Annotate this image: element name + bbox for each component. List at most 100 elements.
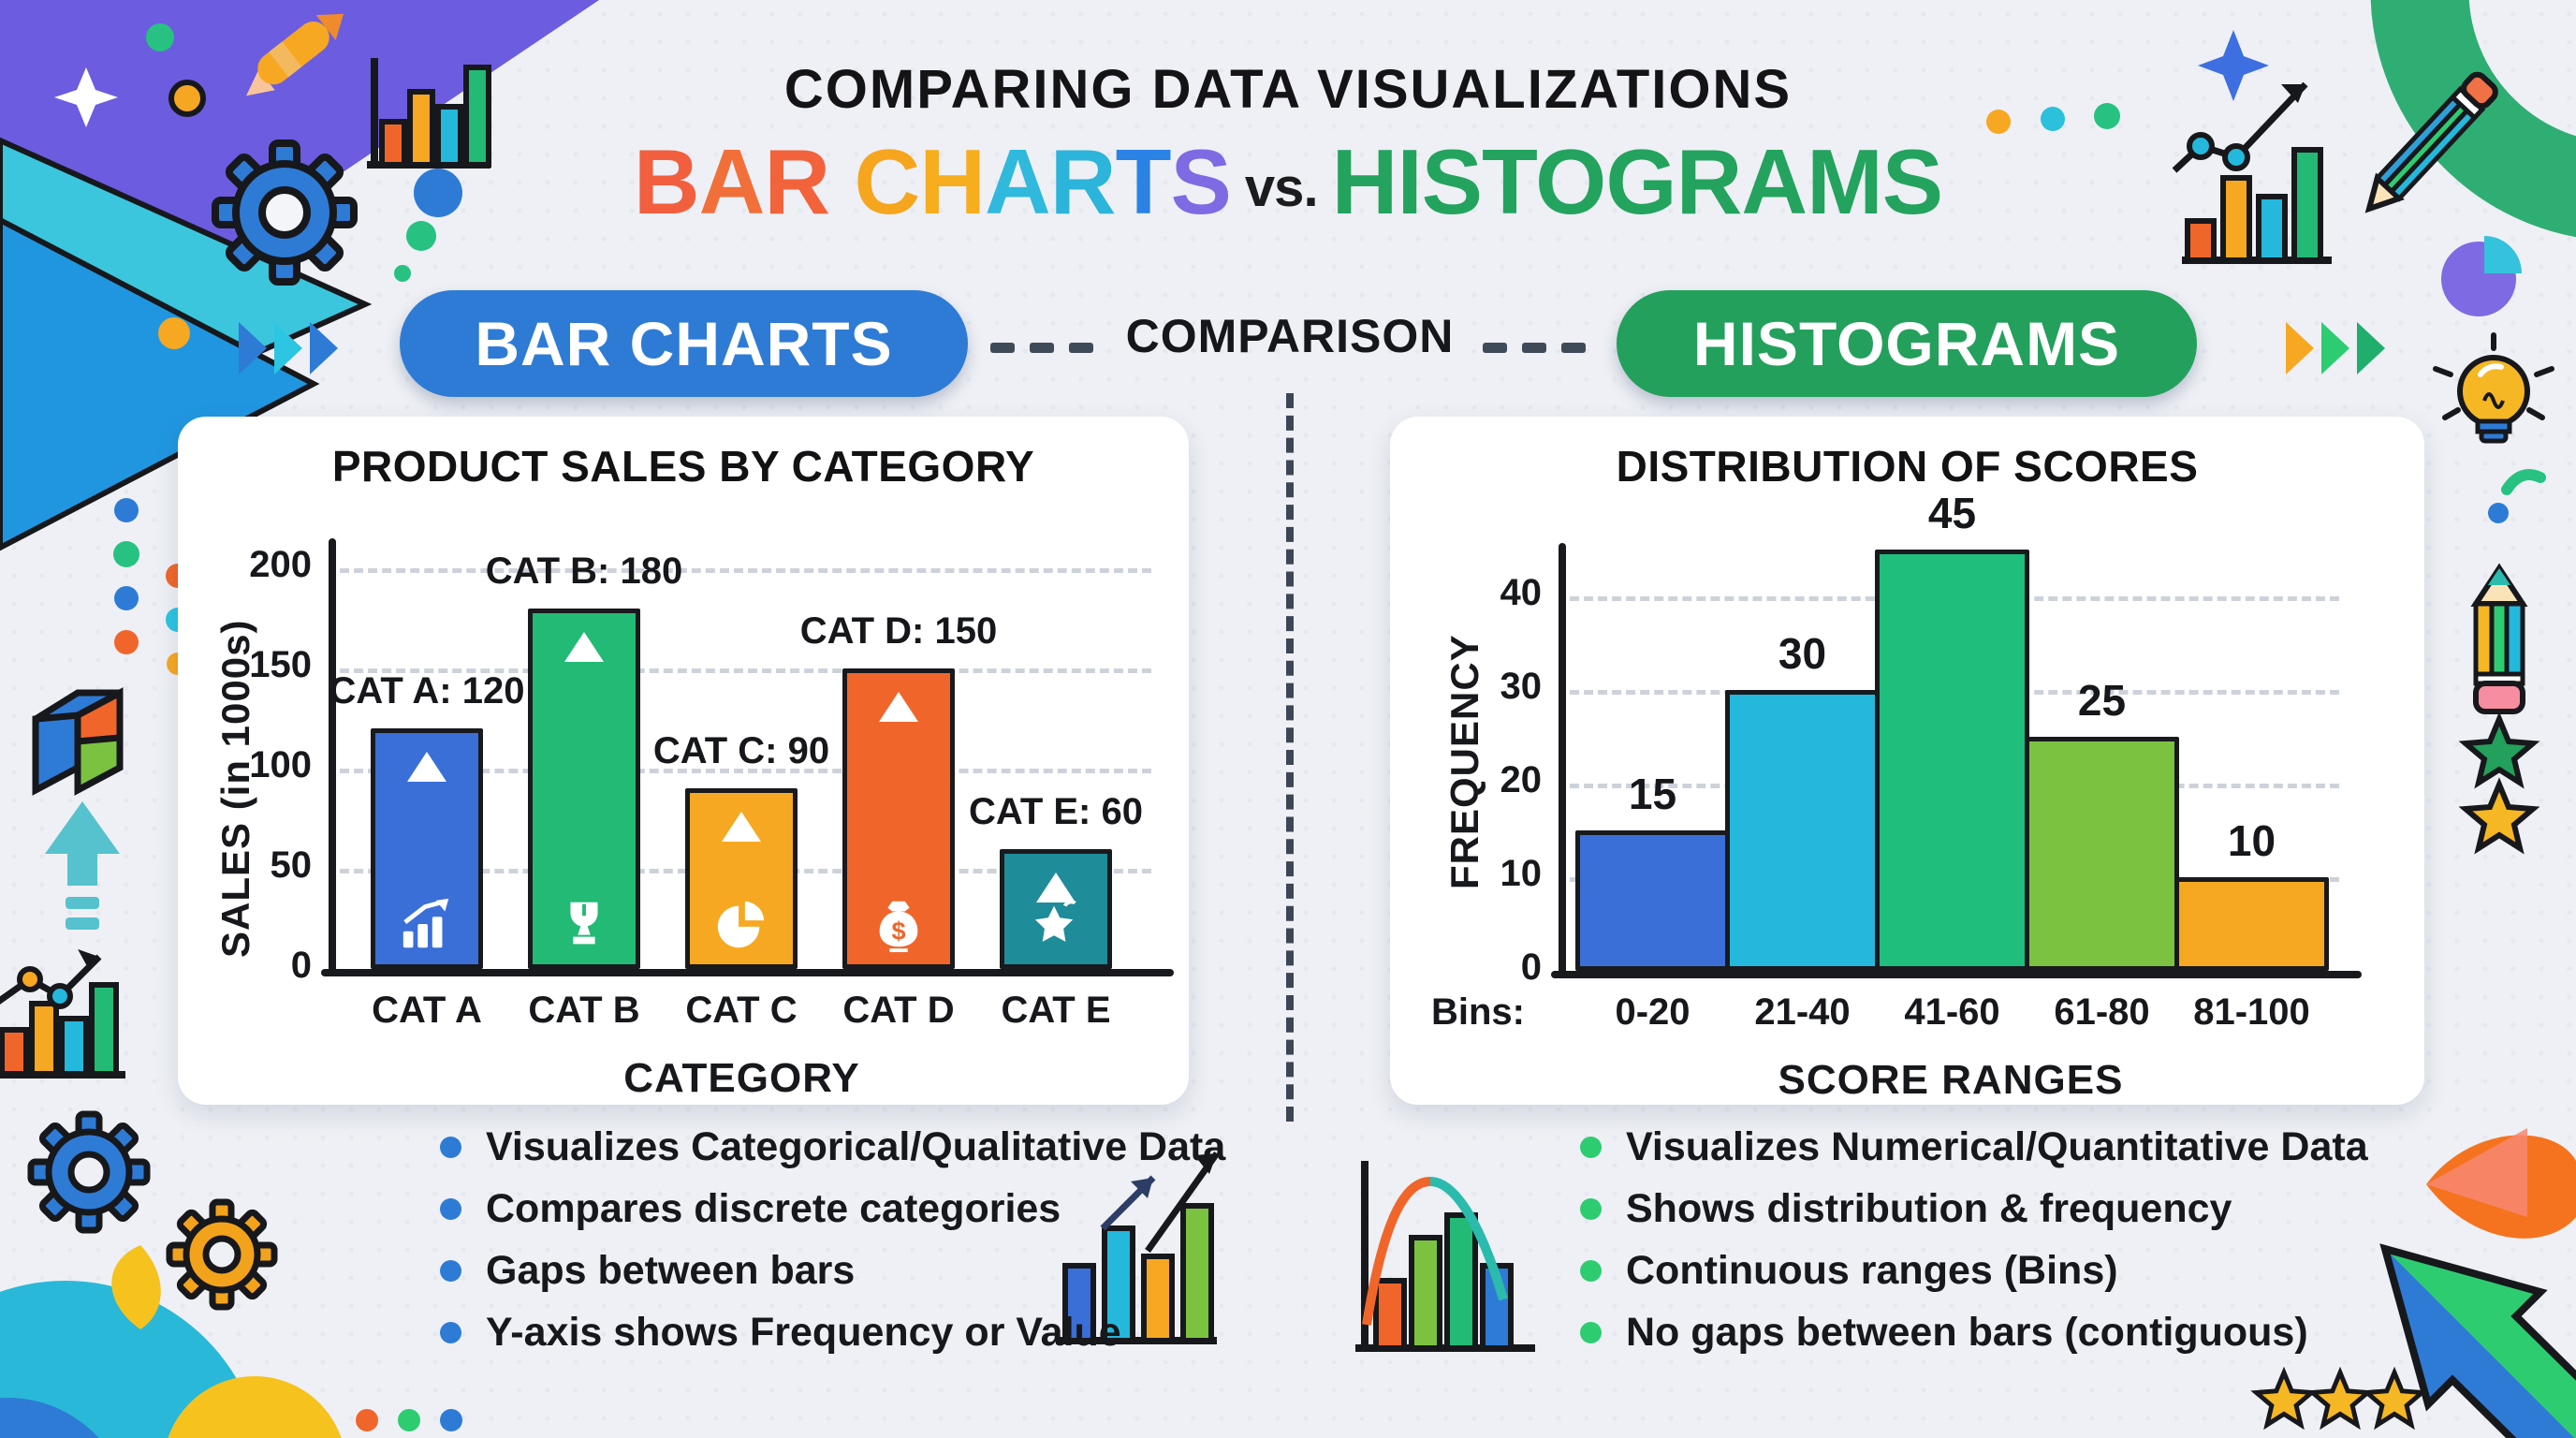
data-bar bbox=[528, 609, 640, 969]
pie-chart-icon bbox=[2441, 236, 2522, 316]
trophy-icon bbox=[555, 895, 613, 953]
star-icon bbox=[2250, 1366, 2318, 1431]
bullet-text: Visualizes Categorical/Qualitative Data bbox=[486, 1123, 1226, 1169]
trend-chart-icon bbox=[2172, 81, 2332, 264]
list-item: No gaps between bars (contiguous) bbox=[1580, 1301, 2576, 1363]
dashed-connector bbox=[990, 343, 1093, 353]
x-axis-title: CATEGORY bbox=[623, 1055, 860, 1101]
x-tick-label: 21-40 bbox=[1754, 991, 1851, 1033]
data-bar: $ bbox=[842, 668, 955, 969]
title-segment: C bbox=[854, 130, 920, 233]
bullet-text: Y-axis shows Frequency or Value bbox=[486, 1309, 1121, 1355]
title-segment: R bbox=[1049, 130, 1117, 233]
data-bar bbox=[2025, 737, 2179, 971]
bar-value-label: CAT D: 150 bbox=[799, 610, 998, 652]
gridline bbox=[340, 769, 1151, 773]
x-tick-label: 81-100 bbox=[2193, 991, 2310, 1033]
green-dot bbox=[394, 265, 411, 282]
x-tick-label: CAT C bbox=[685, 990, 798, 1031]
y-tick-label: 100 bbox=[249, 744, 312, 785]
pie-chart-icon bbox=[712, 895, 770, 953]
data-bar bbox=[1575, 830, 1730, 971]
data-bar bbox=[1875, 550, 2029, 971]
sparkle-icon bbox=[2198, 30, 2269, 101]
y-tick-label: 0 bbox=[290, 945, 312, 986]
sparkle-icon bbox=[54, 67, 118, 127]
bar-value-label: CAT E: 60 bbox=[969, 791, 1143, 832]
yellow-blob bbox=[168, 1376, 342, 1438]
page-kicker: COMPARING DATA VISUALIZATIONS bbox=[783, 59, 1793, 120]
bar-value-label: 10 bbox=[2227, 816, 2276, 865]
list-item: Gaps between bars bbox=[440, 1240, 1526, 1301]
bullet-text: No gaps between bars (contiguous) bbox=[1626, 1309, 2308, 1355]
x-tick-label: CAT B bbox=[528, 990, 640, 1031]
bar-value-label: CAT B: 180 bbox=[485, 550, 683, 592]
bell-curve-histogram-icon bbox=[1355, 1161, 1535, 1352]
histograms-feature-list: Visualizes Numerical/Quantitative Data Sh… bbox=[1580, 1116, 2576, 1363]
bar-charts-feature-list: Visualizes Categorical/Qualitative Data C… bbox=[440, 1116, 1526, 1363]
x-tick-label: 0-20 bbox=[1615, 991, 1690, 1033]
bar-chart: SALES (in 1000s) 0 50 100 150 200 CAT A: 120 CA… bbox=[178, 417, 1189, 1105]
y-tick-label: 30 bbox=[1500, 666, 1543, 707]
triangle-marker-icon bbox=[564, 632, 604, 662]
bullet-dot bbox=[440, 1197, 461, 1220]
green-dot bbox=[146, 23, 174, 51]
page-title: BAR CHARTS vs. HISTOGRAMS bbox=[0, 129, 2576, 235]
star-icon bbox=[2458, 777, 2540, 855]
gear-icon bbox=[166, 1198, 278, 1311]
list-item: Visualizes Categorical/Qualitative Data bbox=[440, 1116, 1526, 1178]
star-icon bbox=[1027, 895, 1085, 953]
svg-text:$: $ bbox=[891, 916, 905, 945]
x-axis bbox=[321, 969, 1174, 976]
cyan-triangle bbox=[0, 137, 373, 551]
comparison-label: COMPARISON bbox=[1125, 310, 1455, 362]
up-arrow-icon bbox=[45, 801, 120, 930]
bullet-dot bbox=[1580, 1321, 1602, 1343]
yellow-leaf bbox=[111, 1245, 161, 1329]
list-item: Compares discrete categories bbox=[440, 1178, 1526, 1240]
y-tick-label: 200 bbox=[249, 544, 312, 585]
blue-blob bbox=[0, 1398, 99, 1438]
data-bar bbox=[1725, 690, 1880, 971]
blue-dot bbox=[414, 169, 462, 217]
title-segment: H bbox=[919, 130, 986, 233]
bar-chart-trend-icon bbox=[398, 895, 456, 953]
bullet-dot bbox=[440, 1321, 461, 1343]
yellow-dot bbox=[158, 317, 190, 349]
trend-chart-icon bbox=[0, 948, 125, 1078]
green-dot bbox=[406, 221, 436, 251]
y-tick-label: 20 bbox=[1500, 759, 1543, 800]
x-tick-label: 41-60 bbox=[1904, 991, 2000, 1033]
x-tick-label: CAT E bbox=[1001, 990, 1111, 1031]
star-icon bbox=[2361, 1366, 2428, 1431]
chart-title: DISTRIBUTION OF SCORES bbox=[1616, 442, 2199, 491]
bullet-dot bbox=[1580, 1136, 1602, 1158]
title-segment bbox=[829, 129, 854, 235]
color-dots bbox=[1986, 103, 2120, 134]
histogram-chart: FREQUENCY 0 10 20 30 40 15 0-20 30 21-40 45 41-60 25… bbox=[1390, 417, 2424, 1105]
title-segment: S bbox=[1170, 130, 1231, 233]
list-item: Shows distribution & frequency bbox=[1580, 1178, 2576, 1240]
title-segment: vs. bbox=[1230, 157, 1332, 218]
x-tick-label: CAT D bbox=[842, 990, 955, 1031]
money-bag-icon: $ bbox=[870, 895, 928, 953]
trend-chart-icon bbox=[1056, 1151, 1220, 1344]
bullet-text: Shows distribution & frequency bbox=[1626, 1185, 2232, 1231]
orange-dot bbox=[168, 80, 206, 117]
bar-value-label: 30 bbox=[1778, 629, 1827, 678]
title-segment: B bbox=[633, 130, 700, 233]
data-bar bbox=[1000, 849, 1112, 969]
y-tick-label: 40 bbox=[1500, 572, 1543, 613]
blue-dot bbox=[2488, 503, 2509, 523]
bar-value-label: 25 bbox=[2077, 676, 2127, 725]
star-icon bbox=[2306, 1366, 2374, 1431]
histogram-panel: DISTRIBUTION OF SCORES FREQUENCY 0 10 20 30 4… bbox=[1390, 417, 2424, 1105]
y-tick-label: 10 bbox=[1500, 853, 1543, 894]
y-tick-label: 50 bbox=[270, 844, 313, 886]
bullet-dot bbox=[440, 1259, 461, 1282]
histograms-pill: HISTOGRAMS bbox=[1617, 290, 2197, 397]
title-segment: T bbox=[1115, 130, 1172, 233]
bar-value-label: CAT C: 90 bbox=[652, 730, 830, 771]
